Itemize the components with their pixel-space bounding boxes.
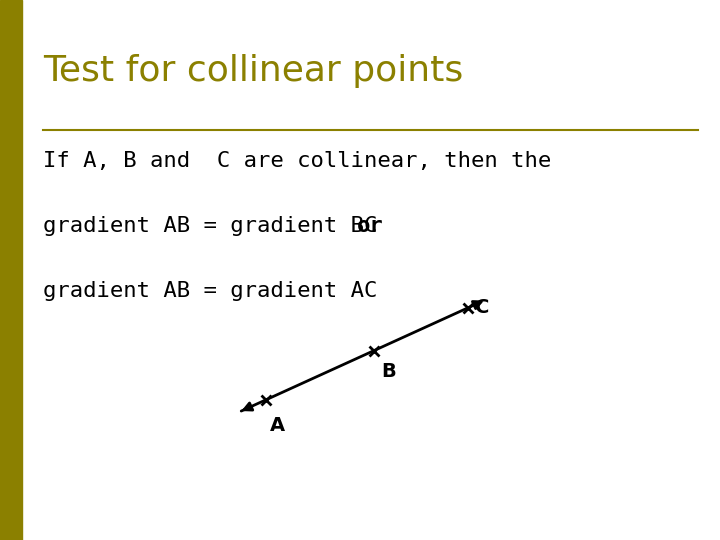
Text: Test for collinear points: Test for collinear points <box>43 54 464 88</box>
Text: gradient AB = gradient BC: gradient AB = gradient BC <box>43 216 391 236</box>
Text: If A, B and  C are collinear, then the: If A, B and C are collinear, then the <box>43 151 552 171</box>
Bar <box>0 0 22 540</box>
Text: or: or <box>356 216 383 236</box>
Text: A: A <box>270 416 285 435</box>
Text: gradient AB = gradient AC: gradient AB = gradient AC <box>43 281 377 301</box>
Text: B: B <box>382 362 396 381</box>
Text: C: C <box>475 298 490 318</box>
